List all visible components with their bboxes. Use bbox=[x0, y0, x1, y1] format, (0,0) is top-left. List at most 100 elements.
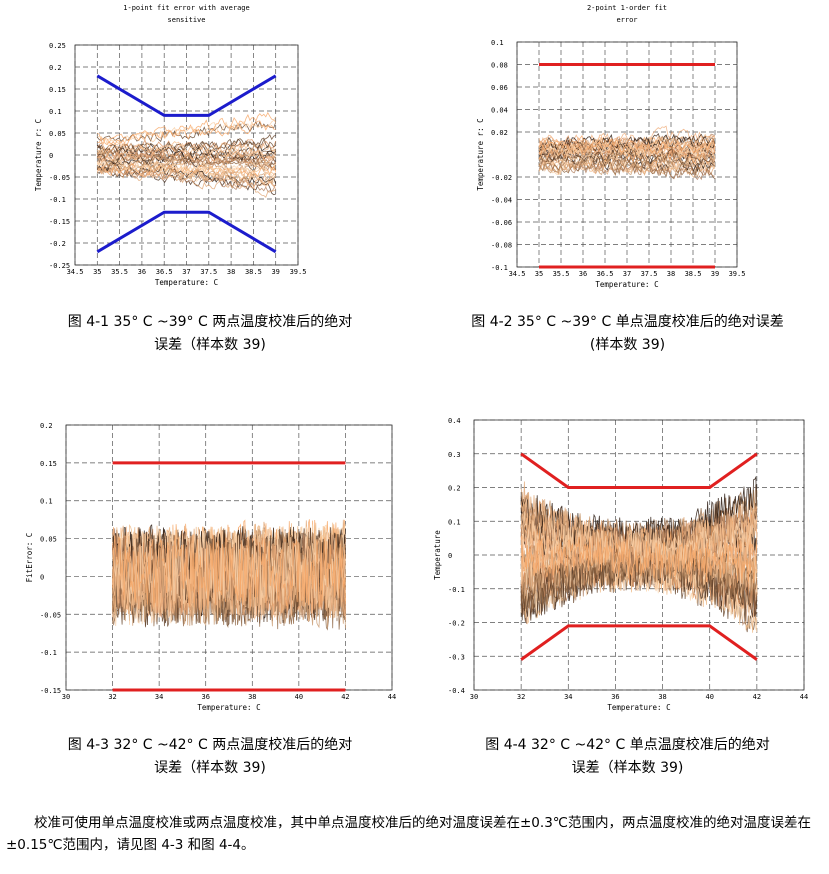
error-bound-line bbox=[96, 74, 277, 117]
sample-series-line bbox=[538, 137, 716, 156]
x-tick-label: 36.5 bbox=[597, 270, 614, 278]
y-tick-label: 0.2 bbox=[448, 485, 461, 493]
y-tick-label: 0.25 bbox=[49, 42, 66, 50]
x-tick-label: 36 bbox=[201, 693, 209, 701]
caption-line: 误差（样本数 39) bbox=[154, 337, 266, 353]
x-axis-label: Temperature: C bbox=[155, 278, 218, 287]
x-tick-label: 35.5 bbox=[553, 270, 570, 278]
x-tick-label: 34.5 bbox=[67, 268, 84, 276]
sample-series-line bbox=[96, 149, 277, 168]
y-tick-label: 0.4 bbox=[448, 417, 461, 425]
figure-3-caption: 图 4-3 32° C ~42° C 两点温度校准后的绝对 误差（样本数 39) bbox=[20, 734, 400, 780]
y-tick-label: -0.1 bbox=[448, 586, 465, 594]
y-tick-label: 0.05 bbox=[49, 130, 66, 138]
chart-title: 1-point fit error with average bbox=[123, 4, 249, 12]
x-tick-label: 38 bbox=[658, 693, 666, 701]
y-tick-label: 0.08 bbox=[491, 62, 508, 70]
y-tick-label: 0 bbox=[448, 552, 452, 560]
sample-series-line bbox=[96, 163, 277, 186]
y-tick-label: -0.05 bbox=[49, 174, 70, 182]
x-tick-label: 36 bbox=[579, 270, 587, 278]
chart-title: sensitive bbox=[168, 16, 206, 24]
y-tick-label: -0.1 bbox=[49, 196, 66, 204]
sample-series-line bbox=[112, 533, 346, 609]
x-tick-label: 39 bbox=[711, 270, 719, 278]
figure-1: 1-point fit error with average sensitive 3… bbox=[0, 0, 415, 300]
sample-series-line bbox=[538, 133, 716, 153]
sample-series-line bbox=[538, 135, 716, 156]
caption-line: 误差（样本数 39) bbox=[154, 760, 266, 776]
chart-title: error bbox=[616, 16, 637, 24]
chart-4: 30 32 34 36 38 40 42 44 0.4 0.3 0.2 0.1 0 -0.1 -0.2 -0.… bbox=[433, 417, 808, 712]
x-tick-label: 44 bbox=[388, 693, 396, 701]
figure-4-caption: 图 4-4 32° C ~42° C 单点温度校准后的绝对 误差（样本数 39) bbox=[430, 734, 825, 780]
x-tick-label: 38 bbox=[667, 270, 675, 278]
x-tick-label: 38.5 bbox=[685, 270, 702, 278]
caption-line: 图 4-3 32° C ~42° C 两点温度校准后的绝对 bbox=[67, 737, 353, 753]
y-tick-label: 0 bbox=[49, 152, 53, 160]
x-tick-label: 35.5 bbox=[111, 268, 128, 276]
chart-title: 2-point 1-order fit bbox=[587, 4, 667, 12]
x-tick-label: 44 bbox=[800, 693, 808, 701]
x-tick-label: 38.5 bbox=[245, 268, 262, 276]
sample-series-line bbox=[96, 137, 276, 155]
y-axis-label: Temperature r: C bbox=[476, 118, 485, 190]
sample-series-line bbox=[538, 134, 716, 156]
figure-3: 30 32 34 36 38 40 42 44 0.2 0.15 0.1 0.05 0 -0.05 -0.1… bbox=[0, 410, 415, 730]
x-tick-label: 32 bbox=[517, 693, 525, 701]
chart-3: 30 32 34 36 38 40 42 44 0.2 0.15 0.1 0.05 0 -0.05 -0.1… bbox=[25, 422, 396, 712]
x-tick-label: 39.5 bbox=[290, 268, 307, 276]
x-tick-label: 32 bbox=[108, 693, 116, 701]
y-tick-label: 0.2 bbox=[40, 422, 53, 430]
y-tick-label: 0.3 bbox=[448, 451, 461, 459]
sample-series-line bbox=[96, 142, 276, 161]
y-tick-label: 0 bbox=[40, 573, 44, 581]
x-axis-label: Temperature: C bbox=[595, 280, 658, 289]
y-tick-label: 0.15 bbox=[49, 86, 66, 94]
y-tick-label: -0.02 bbox=[491, 174, 512, 182]
x-axis-label: Temperature: C bbox=[197, 703, 260, 712]
error-bound-line bbox=[520, 624, 758, 661]
sample-series-line bbox=[97, 116, 277, 147]
paragraph-text: 校准可使用单点温度校准或两点温度校准，其中单点温度校准后的绝对温度误差在±0.3… bbox=[6, 815, 811, 853]
plot-frame bbox=[74, 44, 299, 266]
y-tick-label: -0.1 bbox=[491, 264, 508, 272]
y-tick-label: -0.04 bbox=[491, 197, 512, 205]
figure-2: 2-point 1-order fit error 34.5 35 35.5 36 36.5… bbox=[414, 0, 829, 300]
x-tick-label: 36 bbox=[138, 268, 146, 276]
x-tick-label: 39.5 bbox=[729, 270, 746, 278]
x-tick-label: 35 bbox=[535, 270, 543, 278]
sample-series-line bbox=[112, 530, 346, 608]
y-axis-label: Temperature bbox=[433, 530, 442, 580]
y-tick-label: -0.15 bbox=[49, 218, 70, 226]
body-paragraph: 校准可使用单点温度校准或两点温度校准，其中单点温度校准后的绝对温度误差在±0.3… bbox=[6, 812, 821, 856]
x-tick-label: 42 bbox=[753, 693, 761, 701]
sample-series-line bbox=[96, 120, 277, 143]
caption-line: (样本数 39) bbox=[589, 337, 666, 353]
sample-series-line bbox=[538, 152, 716, 174]
x-tick-label: 37 bbox=[623, 270, 631, 278]
x-tick-label: 40 bbox=[705, 693, 713, 701]
y-tick-label: -0.08 bbox=[491, 242, 512, 250]
y-tick-label: 0.15 bbox=[40, 460, 57, 468]
y-axis-label: Temperature r: C bbox=[34, 119, 43, 191]
y-tick-label: -0.06 bbox=[491, 219, 512, 227]
figure-4: 30 32 34 36 38 40 42 44 0.4 0.3 0.2 0.1 0 -0.1 -0.2 -0.… bbox=[414, 410, 829, 730]
plot-frame bbox=[473, 419, 805, 691]
y-tick-label: 0.1 bbox=[448, 518, 461, 526]
chart-1: 1-point fit error with average sensitive 3… bbox=[34, 4, 307, 287]
figure-2-caption: 图 4-2 35° C ~39° C 单点温度校准后的绝对误差 (样本数 39) bbox=[430, 311, 825, 357]
sample-series-line bbox=[538, 143, 716, 162]
y-tick-label: 0.1 bbox=[40, 498, 53, 506]
y-tick-label: -0.2 bbox=[448, 620, 465, 628]
x-tick-label: 36 bbox=[611, 693, 619, 701]
sample-series-line bbox=[520, 537, 758, 584]
y-tick-label: 0.04 bbox=[491, 107, 508, 115]
y-tick-label: -0.2 bbox=[49, 240, 66, 248]
sample-series-line bbox=[96, 167, 276, 198]
sample-series-line bbox=[97, 159, 276, 179]
y-tick-label: 0.05 bbox=[40, 536, 57, 544]
y-tick-label: -0.15 bbox=[40, 687, 61, 695]
sample-series-line bbox=[97, 147, 277, 162]
sample-series-line bbox=[538, 159, 716, 181]
